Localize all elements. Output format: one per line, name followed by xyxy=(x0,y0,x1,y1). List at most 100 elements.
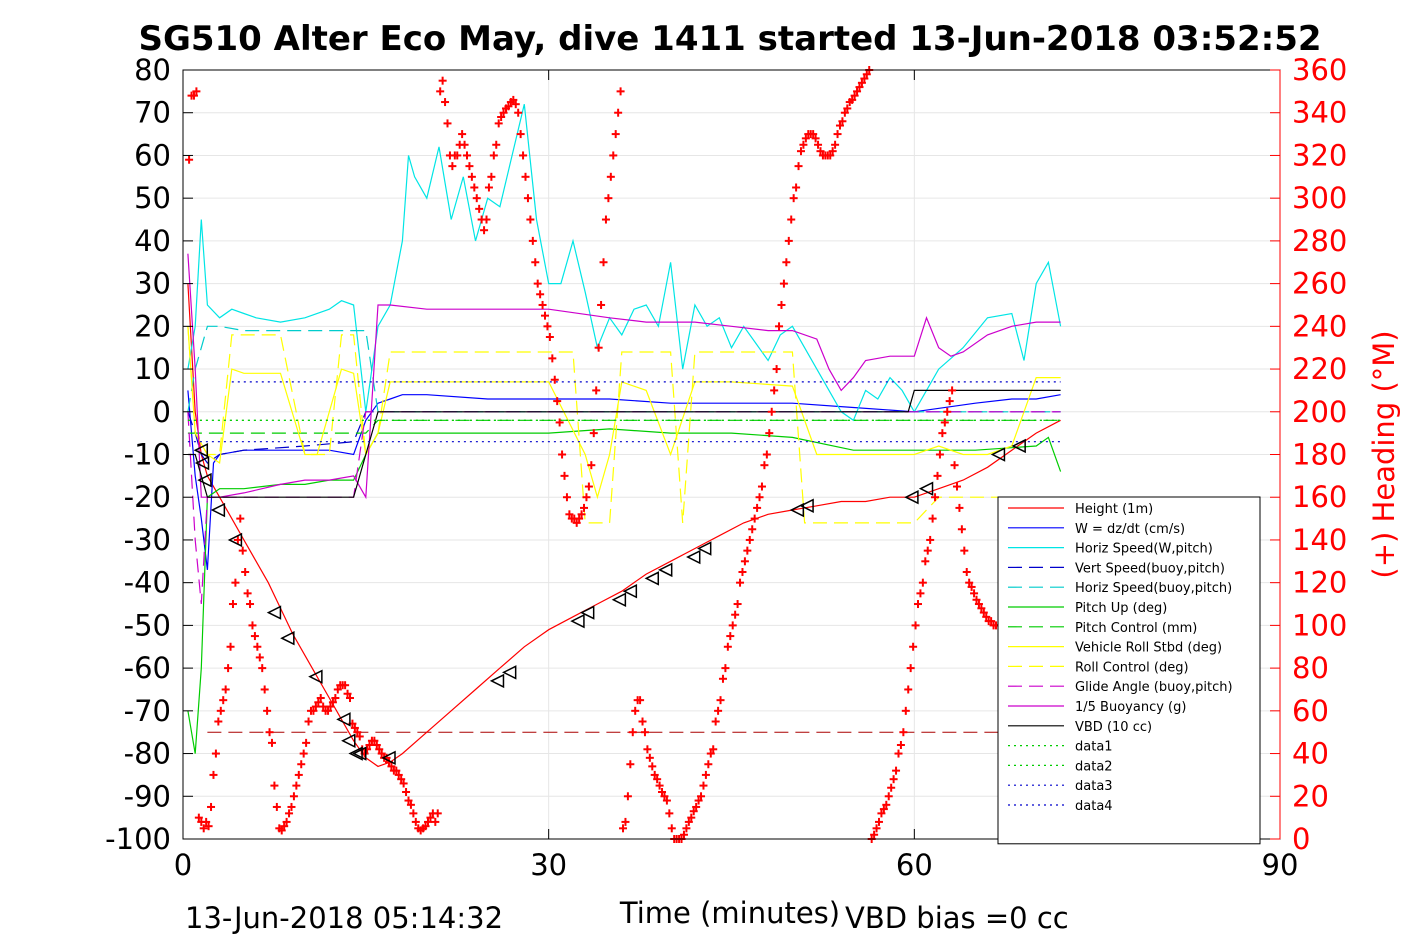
heading-point xyxy=(411,817,420,826)
heading-point xyxy=(638,717,647,726)
heading-point xyxy=(545,333,554,342)
heading-point xyxy=(623,792,632,801)
heading-point xyxy=(472,194,481,203)
heading-point xyxy=(835,121,844,130)
heading-point xyxy=(970,589,979,598)
y2-tick-label: 240 xyxy=(1292,309,1347,343)
heading-point xyxy=(614,108,623,117)
y-tick-label: 20 xyxy=(134,309,171,343)
heading-point xyxy=(248,621,257,630)
triangle-marker xyxy=(193,443,209,458)
heading-point xyxy=(228,600,237,609)
heading-point xyxy=(631,706,640,715)
heading-point xyxy=(536,290,545,299)
heading-point xyxy=(848,95,857,104)
heading-point xyxy=(211,749,220,758)
heading-point xyxy=(911,621,920,630)
heading-point xyxy=(480,226,489,235)
heading-point xyxy=(965,578,974,587)
heading-point xyxy=(287,802,296,811)
heading-point xyxy=(833,130,842,139)
heading-point xyxy=(665,809,674,818)
heading-point xyxy=(562,493,571,502)
heading-point xyxy=(684,817,693,826)
heading-point xyxy=(519,151,528,160)
heading-point xyxy=(565,510,574,519)
heading-point xyxy=(592,386,601,395)
heading-point xyxy=(402,788,411,797)
heading-point xyxy=(372,741,381,750)
heading-point xyxy=(767,407,776,416)
heading-point xyxy=(901,706,910,715)
heading-point xyxy=(619,824,628,833)
heading-point xyxy=(772,365,781,374)
heading-point xyxy=(580,503,589,512)
heading-point xyxy=(782,258,791,267)
heading-point xyxy=(333,685,342,694)
heading-point xyxy=(697,792,706,801)
heading-point xyxy=(433,809,442,818)
heading-point xyxy=(765,429,774,438)
triangle-marker xyxy=(1011,438,1026,454)
heading-point xyxy=(302,738,311,747)
y2-tick-label: 140 xyxy=(1292,523,1347,557)
heading-point xyxy=(394,770,403,779)
heading-point xyxy=(516,130,525,139)
heading-point xyxy=(887,783,896,792)
heading-point xyxy=(331,694,340,703)
heading-point xyxy=(609,151,618,160)
heading-point xyxy=(621,817,630,826)
heading-point xyxy=(280,822,289,831)
heading-point xyxy=(285,809,294,818)
legend-label-12: data1 xyxy=(1075,740,1113,755)
heading-point xyxy=(467,172,476,181)
legend-label-13: data2 xyxy=(1075,759,1113,774)
heading-point xyxy=(626,760,635,769)
heading-point xyxy=(345,694,354,703)
heading-point xyxy=(392,766,401,775)
heading-point xyxy=(814,140,823,149)
heading-point xyxy=(831,140,840,149)
heading-point xyxy=(294,770,303,779)
heading-point xyxy=(448,162,457,171)
heading-point xyxy=(906,664,915,673)
triangle-marker xyxy=(266,605,282,620)
legend-label-14: data3 xyxy=(1075,779,1113,794)
heading-point xyxy=(843,104,852,113)
heading-point xyxy=(723,642,732,651)
heading-point xyxy=(643,745,652,754)
y-tick-label: -30 xyxy=(124,523,171,557)
heading-point xyxy=(731,610,740,619)
heading-point xyxy=(343,689,352,698)
heading-point xyxy=(601,215,610,224)
heading-point xyxy=(509,95,518,104)
heading-point xyxy=(314,698,323,707)
heading-point xyxy=(692,802,701,811)
heading-point xyxy=(199,824,208,833)
heading-point xyxy=(948,386,957,395)
heading-point xyxy=(258,664,267,673)
y2-tick-label: 200 xyxy=(1292,395,1347,429)
heading-point xyxy=(616,87,625,96)
heading-point xyxy=(957,525,966,534)
heading-point xyxy=(341,681,350,690)
heading-point xyxy=(550,375,559,384)
triangle-marker xyxy=(611,592,627,607)
y2-tick-label: 80 xyxy=(1292,651,1329,685)
legend-label-11: VBD (10 cc) xyxy=(1075,720,1152,735)
triangle-marker xyxy=(210,502,226,518)
legend-label-3: Vert Speed(buoy,pitch) xyxy=(1075,561,1225,576)
heading-point xyxy=(645,753,654,762)
heading-point xyxy=(979,608,988,617)
heading-point xyxy=(236,514,245,523)
triangle-marker xyxy=(904,490,919,505)
x-tick-label: 90 xyxy=(1262,848,1299,882)
heading-point xyxy=(745,535,754,544)
heading-point xyxy=(662,796,671,805)
triangle-marker xyxy=(227,532,243,548)
y2-tick-label: 220 xyxy=(1292,352,1347,386)
y-tick-label: 60 xyxy=(134,138,171,172)
triangle-marker xyxy=(799,498,814,513)
heading-point xyxy=(494,119,503,128)
